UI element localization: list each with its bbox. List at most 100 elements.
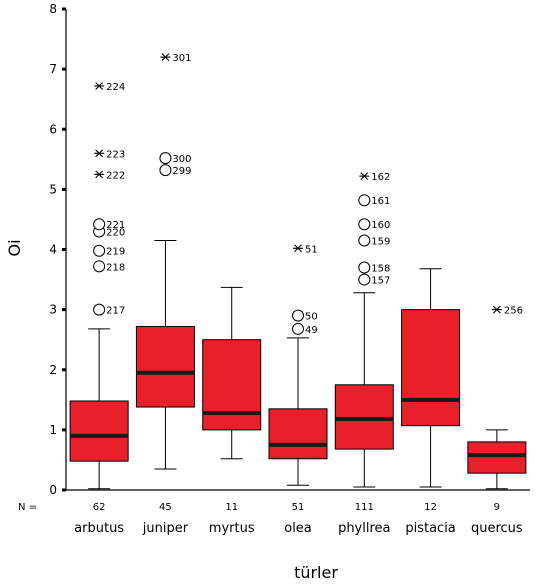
box-group-myrtus xyxy=(202,286,262,460)
outlier-label: 299 xyxy=(172,166,191,177)
category-label-quercus: quercus xyxy=(471,521,523,536)
category-label-phyllrea: phyllrea xyxy=(338,521,390,536)
outlier-label: 50 xyxy=(305,312,318,323)
n-label: N = xyxy=(18,502,37,513)
y-tick-mark xyxy=(62,7,66,11)
n-count-myrtus: 11 xyxy=(225,502,238,513)
outlier-label: 300 xyxy=(172,154,191,165)
y-tick-label: 6 xyxy=(49,122,57,136)
outlier-circle xyxy=(159,152,172,165)
box-group-olea: 49 50 51 xyxy=(268,244,328,486)
y-tick-mark xyxy=(62,127,66,131)
outlier-circle xyxy=(93,303,106,316)
n-count-phyllrea: 111 xyxy=(355,502,374,513)
y-tick-label: 0 xyxy=(49,483,57,497)
outlier-label: 158 xyxy=(371,264,390,275)
outlier-label: 157 xyxy=(371,276,390,287)
outlier-circle xyxy=(292,322,304,335)
outlier-star xyxy=(359,172,370,181)
category-label-arbutus: arbutus xyxy=(74,521,124,536)
star-stroke xyxy=(95,82,104,90)
y-tick-mark xyxy=(62,187,66,191)
outlier-star xyxy=(94,82,105,90)
outlier-circle xyxy=(358,273,371,286)
y-tick-label: 3 xyxy=(49,303,57,317)
x-axis: 62 arbutus 45 juniper 11 myrtus 51 olea 111 phyll… xyxy=(66,489,530,536)
outlier-circle xyxy=(93,218,106,231)
box-iqr xyxy=(135,325,195,408)
n-count-olea: 51 xyxy=(292,502,305,513)
outlier-label: 256 xyxy=(504,306,523,317)
x-axis-label: türler xyxy=(294,563,338,582)
outlier-label: 51 xyxy=(305,244,318,255)
outlier-label: 217 xyxy=(106,306,125,317)
outlier-label: 160 xyxy=(371,220,390,231)
outlier-circle xyxy=(358,194,371,207)
y-axis-label: Oi xyxy=(5,239,24,256)
y-tick-label: 7 xyxy=(49,62,57,76)
y-tick-label: 8 xyxy=(49,2,57,16)
n-count-pistacia: 12 xyxy=(424,502,437,513)
box-iqr xyxy=(202,339,262,431)
y-tick-mark xyxy=(62,67,66,71)
outlier-circle xyxy=(159,164,172,177)
outlier-circle xyxy=(358,261,371,274)
y-tick-mark xyxy=(62,488,66,492)
outlier-circle xyxy=(358,234,371,247)
y-axis: 0 1 2 3 4 5 6 7 8 xyxy=(49,2,67,497)
outlier-label: 222 xyxy=(106,170,125,181)
category-label-myrtus: myrtus xyxy=(209,521,255,536)
outlier-label: 159 xyxy=(371,236,390,247)
star-stroke xyxy=(294,244,302,253)
outlier-label: 219 xyxy=(106,247,125,258)
box-iqr xyxy=(334,384,394,450)
outlier-label: 220 xyxy=(106,227,125,238)
box-iqr xyxy=(467,441,527,474)
box-iqr xyxy=(401,309,461,427)
n-count-arbutus: 62 xyxy=(93,502,106,513)
y-tick-mark xyxy=(62,308,66,312)
outlier-star xyxy=(293,244,303,253)
outlier-circle xyxy=(358,218,371,231)
y-tick-mark xyxy=(62,368,66,372)
star-stroke xyxy=(492,305,501,314)
outlier-label: 162 xyxy=(371,172,390,183)
outlier-star xyxy=(94,149,105,158)
outlier-circle xyxy=(93,260,106,273)
outlier-star xyxy=(160,53,171,61)
category-label-pistacia: pistacia xyxy=(405,521,455,536)
outlier-label: 223 xyxy=(106,149,125,160)
outlier-circle xyxy=(93,244,106,257)
outlier-star xyxy=(491,305,502,314)
outlier-circle xyxy=(292,309,304,322)
y-tick-label: 4 xyxy=(49,243,57,257)
outlier-label: 301 xyxy=(172,53,191,64)
n-count-juniper: 45 xyxy=(159,502,172,513)
star-stroke xyxy=(161,53,170,61)
star-stroke xyxy=(95,170,104,179)
outlier-label: 221 xyxy=(106,220,125,231)
outlier-label: 49 xyxy=(305,325,318,336)
category-label-juniper: juniper xyxy=(142,521,189,536)
y-tick-label: 2 xyxy=(49,363,57,377)
box-group-quercus: 256 xyxy=(467,305,527,490)
y-tick-label: 5 xyxy=(49,182,57,196)
outlier-star xyxy=(94,170,105,179)
outlier-label: 218 xyxy=(106,262,125,273)
outlier-label: 224 xyxy=(106,82,125,93)
outlier-label: 161 xyxy=(371,196,390,207)
star-stroke xyxy=(95,149,104,158)
n-count-quercus: 9 xyxy=(494,502,500,513)
y-tick-mark xyxy=(62,248,66,251)
y-tick-label: 1 xyxy=(49,423,57,437)
star-stroke xyxy=(360,172,369,181)
box-group-pistacia xyxy=(401,268,461,488)
y-tick-mark xyxy=(62,428,66,432)
box-iqr xyxy=(69,400,129,462)
category-label-olea: olea xyxy=(284,521,312,536)
